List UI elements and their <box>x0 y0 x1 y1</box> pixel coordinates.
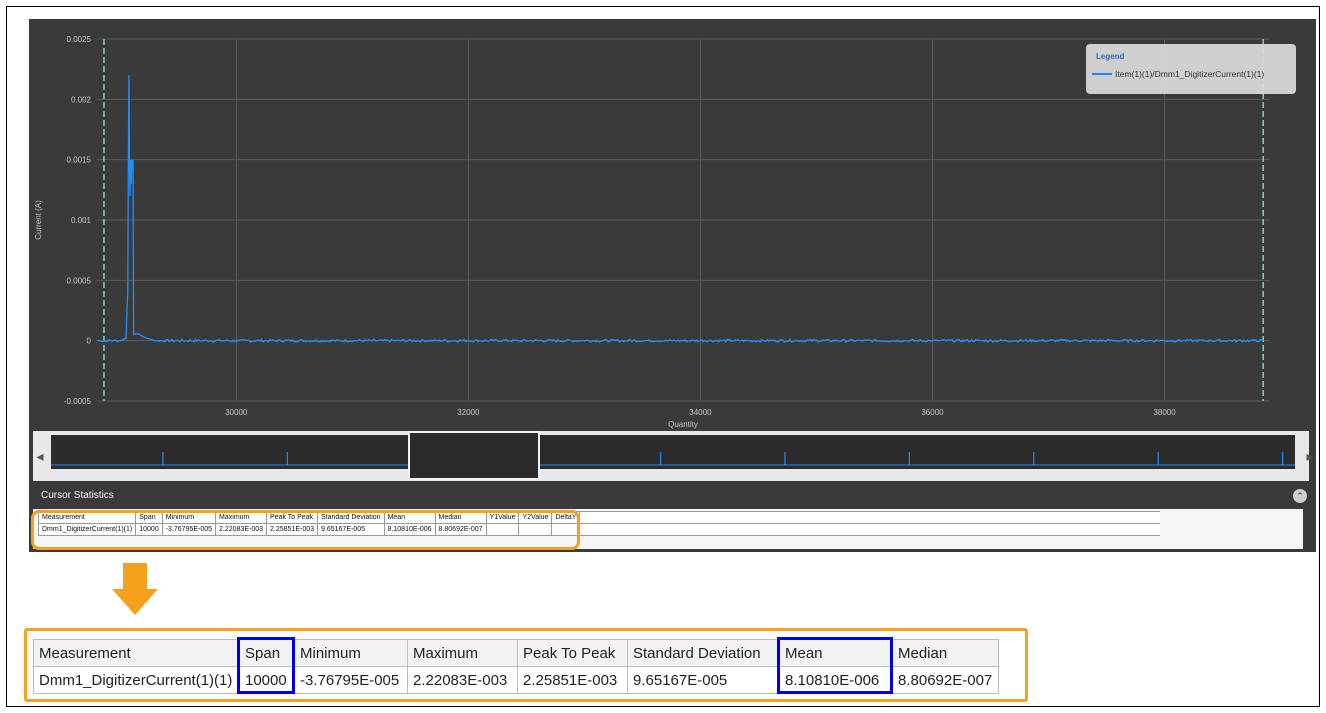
navigator-overview-plot <box>51 452 1295 466</box>
mini-filler-cell <box>579 523 1160 536</box>
x-tick-label: 32000 <box>457 408 480 417</box>
range-navigator[interactable]: ◂ ▸ <box>33 431 1314 481</box>
zoomed-value-cell: 2.25851E-003 <box>517 666 628 694</box>
zoomed-value-cell: 8.10810E-006 <box>779 666 893 694</box>
blue-highlight-span <box>237 637 295 694</box>
statistics-data-row[interactable]: Dmm1_DigitizerCurrent(1)(1) 10000 -3.76795… <box>37 523 1160 536</box>
mini-header-cell: Y1Value <box>485 511 520 524</box>
zoomed-value-cell: Dmm1_DigitizerCurrent(1)(1) <box>33 666 240 694</box>
y-tick-label: 0.0025 <box>67 35 92 44</box>
cursor-statistics-panel: Measurement Span Minimum Maximum Peak To Pea… <box>33 509 1303 549</box>
zoomed-statistics-table: Measurement Span Minimum Maximum Peak To Pea… <box>33 639 999 694</box>
y-tick-label: 0.0015 <box>67 156 92 165</box>
cursor-statistics-title: Cursor Statistics <box>41 490 114 501</box>
blue-highlight-mean <box>777 637 893 694</box>
chevron-up-icon[interactable]: ⌃ <box>1293 489 1307 503</box>
mini-value-cell: 2.22083E-003 <box>215 523 268 536</box>
x-tick-label: 36000 <box>921 408 944 417</box>
mini-header-cell: Median <box>434 511 487 524</box>
zoomed-header-row: Measurement Span Minimum Maximum Peak To Pea… <box>33 639 999 667</box>
legend-series-name: Item(1)(1)/Dmm1_DigitizerCurrent(1)(1) <box>1115 69 1265 79</box>
mini-value-cell: Dmm1_DigitizerCurrent(1)(1) <box>37 523 137 536</box>
orange-highlight-box-zoomed: Measurement Span Minimum Maximum Peak To Pea… <box>24 628 1028 702</box>
zoomed-value-cell: 8.80692E-007 <box>892 666 999 694</box>
mini-value-cell: 2.25851E-003 <box>266 523 319 536</box>
y-tick-label: 0.0005 <box>67 276 92 285</box>
mini-value-cell: -3.76795E-005 <box>161 523 217 536</box>
cursor-statistics-table: Measurement Span Minimum Maximum Peak To Pea… <box>37 511 1160 536</box>
mini-filler-cell <box>579 511 1160 524</box>
orange-highlight-box-small <box>31 510 580 550</box>
legend-title: Legend <box>1096 52 1125 61</box>
zoomed-value-cell: -3.76795E-005 <box>294 666 408 694</box>
mini-header-cell: Peak To Peak <box>266 511 319 524</box>
zoomed-header-cell: Median <box>892 639 999 667</box>
y-tick-label: 0.001 <box>71 216 92 225</box>
zoomed-value-cell: 9.65167E-005 <box>627 666 780 694</box>
mini-header-cell: Minimum <box>161 511 217 524</box>
zoomed-header-cell: Minimum <box>294 639 408 667</box>
zoomed-header-cell: Span <box>239 639 295 667</box>
mini-value-cell <box>551 523 581 536</box>
series-line-digitizer-current[interactable] <box>97 75 1264 343</box>
legend-box: Legend Item(1)(1)/Dmm1_DigitizerCurrent(… <box>1086 44 1296 94</box>
mini-value-cell: 9.65167E-005 <box>317 523 385 536</box>
mini-header-cell: Mean <box>383 511 436 524</box>
x-tick-label: 38000 <box>1153 408 1176 417</box>
chevron-right-icon[interactable]: ▸ <box>1306 448 1314 464</box>
y-tick-label: 0.002 <box>71 95 92 104</box>
legend-swatch <box>1092 73 1112 75</box>
zoomed-value-cell: 2.22083E-003 <box>407 666 518 694</box>
mini-value-cell: 10000 <box>135 523 163 536</box>
y-tick-label: 0 <box>87 337 92 346</box>
zoomed-header-cell: Maximum <box>407 639 518 667</box>
mini-value-cell <box>485 523 520 536</box>
x-axis-title: Quantity <box>668 420 698 429</box>
mini-value-cell: 8.80692E-007 <box>434 523 487 536</box>
zoomed-header-cell: Measurement <box>33 639 240 667</box>
zoomed-header-cell: Peak To Peak <box>517 639 628 667</box>
legend-entry[interactable]: Item(1)(1)/Dmm1_DigitizerCurrent(1)(1) <box>1092 69 1264 79</box>
chevron-left-icon[interactable]: ◂ <box>36 448 44 464</box>
zoomed-data-row: Dmm1_DigitizerCurrent(1)(1) 10000 -3.76795… <box>33 666 999 694</box>
mini-value-cell: 8.10810E-006 <box>383 523 436 536</box>
digitizer-app-window: 0.0025 0.002 0.0015 0.001 0.0005 0 -0.0005 3000… <box>29 19 1316 552</box>
mini-header-cell: Span <box>135 511 163 524</box>
zoomed-header-cell: Mean <box>779 639 893 667</box>
down-arrow-icon <box>112 563 158 615</box>
x-tick-label: 30000 <box>225 408 248 417</box>
y-tick-label: -0.0005 <box>64 397 92 406</box>
navigator-selection-window[interactable] <box>407 431 541 480</box>
y-axis-title: Current (A) <box>34 200 43 240</box>
x-tick-label: 34000 <box>689 408 712 417</box>
navigator-track[interactable] <box>51 435 1295 469</box>
zoomed-header-cell: Standard Deviation <box>627 639 780 667</box>
